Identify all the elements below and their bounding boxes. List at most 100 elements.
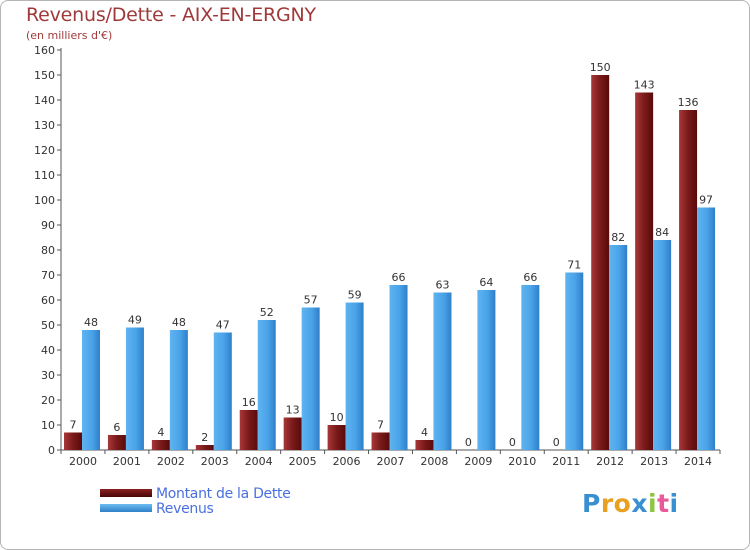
value-label-dette: 136 xyxy=(678,96,699,109)
value-label-dette: 6 xyxy=(113,421,120,434)
y-tick-label: 90 xyxy=(41,219,55,232)
bar-revenus xyxy=(653,240,672,450)
bar-revenus xyxy=(257,320,276,450)
value-label-revenus: 59 xyxy=(348,289,362,302)
x-tick-label: 2003 xyxy=(201,455,229,468)
y-tick-label: 110 xyxy=(34,169,55,182)
bar-dette xyxy=(591,75,610,450)
bar-revenus xyxy=(433,292,452,450)
x-tick-label: 2000 xyxy=(69,455,97,468)
value-label-revenus: 97 xyxy=(699,194,713,207)
bar-dette xyxy=(195,445,214,450)
x-tick-label: 2012 xyxy=(596,455,624,468)
value-label-dette: 7 xyxy=(377,419,384,432)
chart-title: Revenus/Dette - AIX-EN-ERGNY xyxy=(26,4,316,26)
y-tick-label: 60 xyxy=(41,294,55,307)
chart-axes: 0102030405060708090100110120130140150160… xyxy=(34,44,721,468)
bar-revenus xyxy=(521,285,540,450)
value-label-revenus: 48 xyxy=(84,316,98,329)
x-tick-label: 2004 xyxy=(245,455,273,468)
bar-revenus xyxy=(565,272,584,450)
y-tick-label: 160 xyxy=(34,44,55,57)
logo-letter: P xyxy=(582,489,601,518)
bar-dette xyxy=(151,440,170,450)
value-label-dette: 0 xyxy=(553,436,560,449)
x-tick-label: 2011 xyxy=(552,455,580,468)
y-tick-label: 50 xyxy=(41,319,55,332)
y-tick-label: 100 xyxy=(34,194,55,207)
bar-dette xyxy=(415,440,434,450)
x-tick-label: 2009 xyxy=(464,455,492,468)
x-tick-label: 2010 xyxy=(508,455,536,468)
y-tick-label: 120 xyxy=(34,144,55,157)
bar-dette xyxy=(635,92,654,450)
bar-revenus xyxy=(82,330,100,450)
logo-letter: r xyxy=(600,489,614,518)
logo-letter: x xyxy=(631,489,648,518)
y-tick-label: 150 xyxy=(34,69,55,82)
x-tick-label: 2007 xyxy=(377,455,405,468)
chart-bars xyxy=(64,75,716,450)
chart-subtitle: (en milliers d'€) xyxy=(26,29,113,42)
value-label-revenus: 63 xyxy=(435,279,449,292)
y-tick-label: 80 xyxy=(41,244,55,257)
value-label-dette: 7 xyxy=(70,419,77,432)
y-tick-label: 0 xyxy=(48,444,55,457)
value-label-revenus: 66 xyxy=(392,271,406,284)
logo-letter: i xyxy=(669,489,679,518)
logo-letter: i xyxy=(648,489,658,518)
legend-swatch-revenus xyxy=(100,504,152,512)
bar-revenus xyxy=(697,207,716,450)
y-tick-label: 130 xyxy=(34,119,55,132)
value-label-revenus: 64 xyxy=(479,276,493,289)
value-label-dette: 0 xyxy=(465,436,472,449)
value-label-revenus: 82 xyxy=(611,231,625,244)
value-label-dette: 4 xyxy=(421,426,428,439)
y-tick-label: 30 xyxy=(41,369,55,382)
value-label-revenus: 66 xyxy=(523,271,537,284)
y-tick-label: 40 xyxy=(41,344,55,357)
value-label-dette: 0 xyxy=(509,436,516,449)
value-label-revenus: 57 xyxy=(304,294,318,307)
bar-dette xyxy=(371,432,390,450)
value-label-revenus: 84 xyxy=(655,226,669,239)
value-label-revenus: 47 xyxy=(216,319,230,332)
bar-revenus xyxy=(477,290,496,450)
value-label-dette: 13 xyxy=(286,404,300,417)
bar-revenus xyxy=(609,245,628,450)
bar-dette xyxy=(239,410,258,450)
value-label-dette: 150 xyxy=(590,61,611,74)
legend-label-dette: Montant de la Dette xyxy=(156,486,291,502)
value-label-dette: 143 xyxy=(634,79,655,92)
value-label-dette: 16 xyxy=(242,396,256,409)
bar-revenus xyxy=(301,307,320,450)
y-tick-label: 20 xyxy=(41,394,55,407)
bar-dette xyxy=(107,435,126,450)
logo-letter: t xyxy=(657,489,670,518)
bar-dette xyxy=(327,425,346,450)
value-label-dette: 2 xyxy=(201,431,208,444)
y-tick-label: 10 xyxy=(41,419,55,432)
x-tick-label: 2008 xyxy=(420,455,448,468)
x-tick-label: 2001 xyxy=(113,455,141,468)
bar-revenus xyxy=(345,302,364,450)
bar-dette xyxy=(64,432,82,450)
bar-dette xyxy=(283,417,302,450)
x-tick-label: 2014 xyxy=(684,455,712,468)
x-tick-label: 2006 xyxy=(333,455,361,468)
y-tick-label: 70 xyxy=(41,269,55,282)
value-label-revenus: 71 xyxy=(567,259,581,272)
value-label-revenus: 48 xyxy=(172,316,186,329)
value-label-dette: 10 xyxy=(330,411,344,424)
legend-swatch-dette xyxy=(100,489,152,497)
x-tick-label: 2013 xyxy=(640,455,668,468)
value-label-revenus: 52 xyxy=(260,306,274,319)
x-tick-label: 2002 xyxy=(157,455,185,468)
proxiti-logo: Proxiti xyxy=(582,489,679,518)
value-label-dette: 4 xyxy=(157,426,164,439)
bar-revenus xyxy=(125,327,144,450)
y-tick-label: 140 xyxy=(34,94,55,107)
bar-revenus xyxy=(213,332,232,450)
